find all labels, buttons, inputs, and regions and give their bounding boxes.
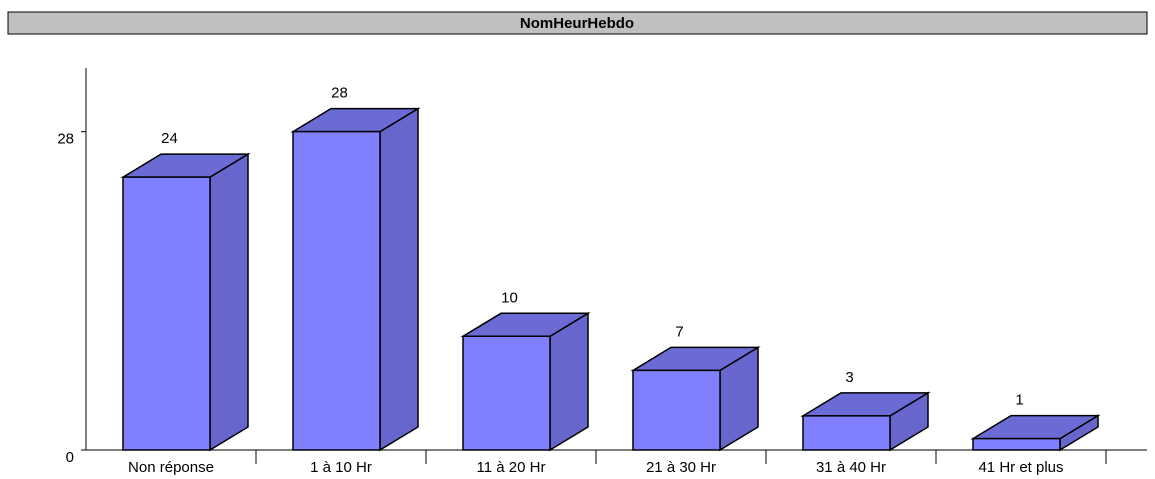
bar-side [549,311,589,452]
value-label: 7 [675,323,683,340]
bar-front [972,437,1061,451]
value-label: 10 [501,289,518,306]
x-tick-label: 21 à 30 Hr [646,459,716,476]
bar [800,391,931,452]
x-tick-label: Non réponse [128,459,214,476]
x-tick-label: 31 à 40 Hr [816,459,886,476]
y-tick-label: 28 [57,131,74,148]
bar [970,414,1101,452]
x-tick-label: 41 Hr et plus [978,459,1063,476]
value-label: 3 [845,369,853,386]
bar-front [632,369,721,451]
value-label: 24 [161,130,178,147]
title-bar [7,11,1148,35]
bar-front [122,176,211,451]
value-label: 28 [331,85,348,102]
y-tick-label: 0 [66,449,74,466]
x-tick-label: 11 à 20 Hr [477,459,546,476]
x-tick-label: 1 à 10 Hr [310,459,372,476]
bar-side [209,152,249,452]
bar-front [292,130,381,451]
bar [630,346,761,452]
chart-title: NomHeurHebdo [520,15,634,32]
bar [290,107,421,452]
value-label: 1 [1015,392,1023,409]
bar-front [802,415,891,451]
bar [460,311,591,452]
bar-front [462,335,551,451]
bar-side [379,107,419,452]
bar [120,152,251,452]
